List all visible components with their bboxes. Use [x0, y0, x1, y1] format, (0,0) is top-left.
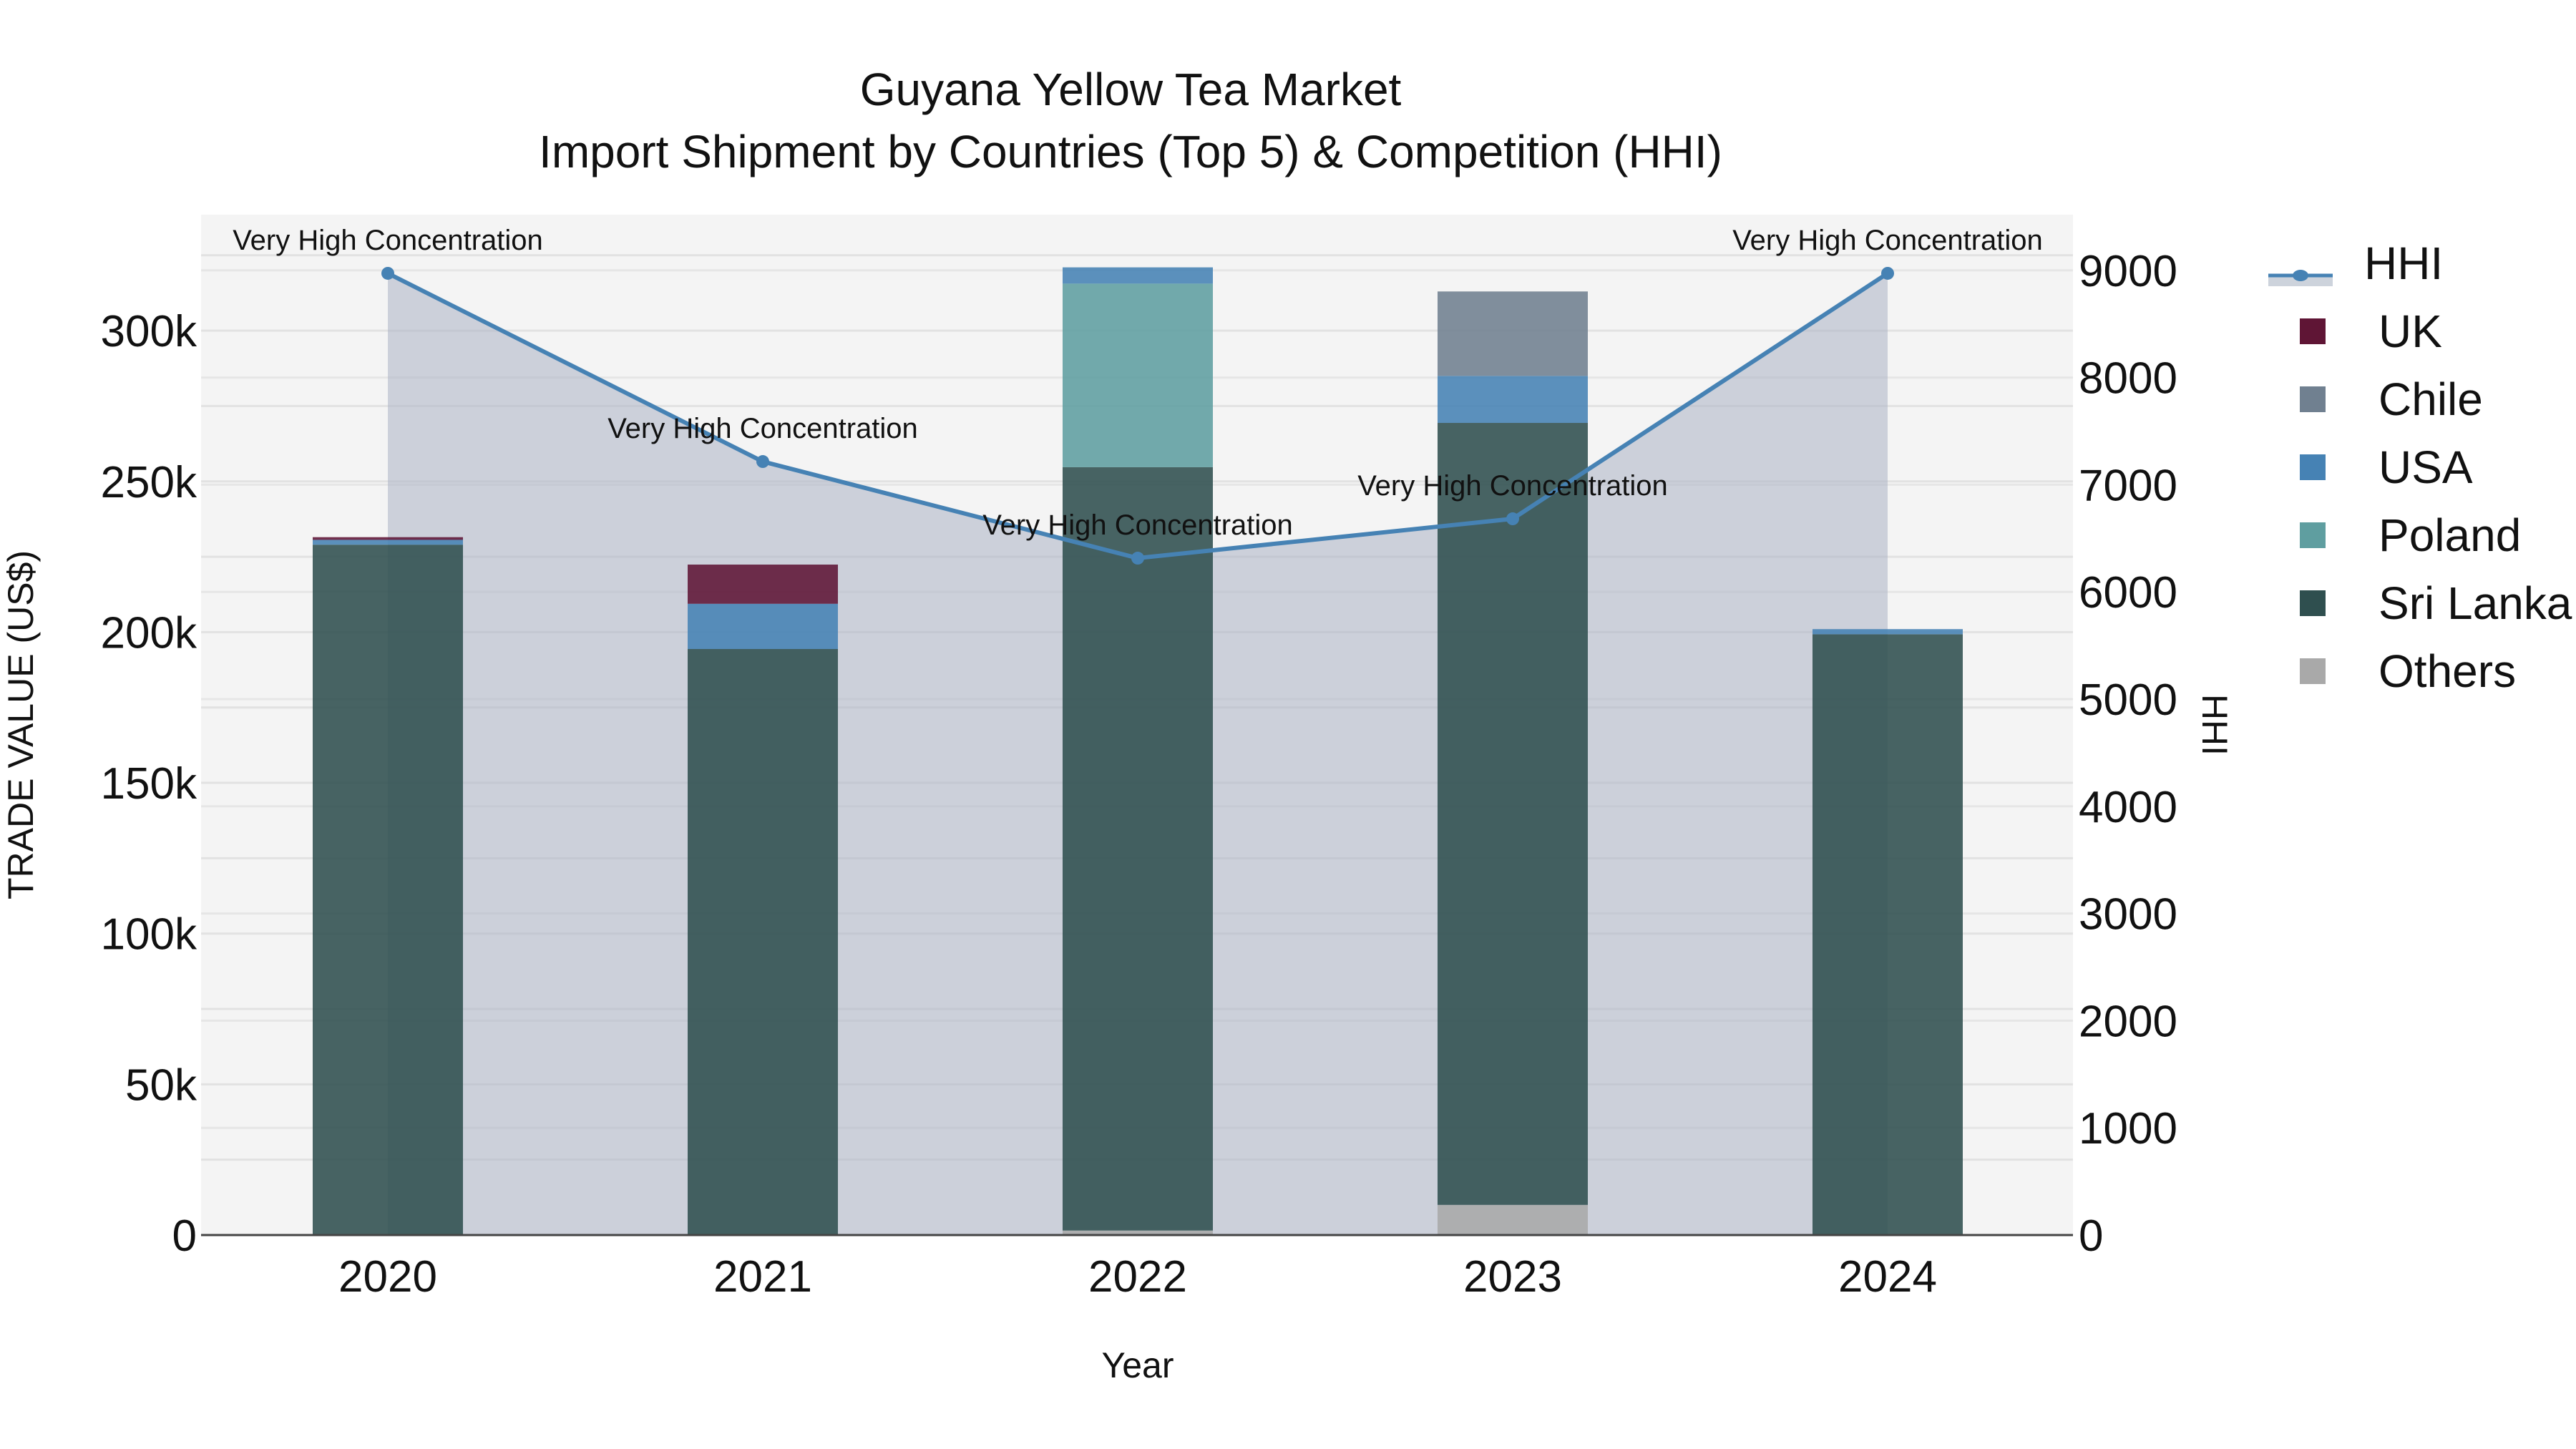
bar-others-2022	[1063, 1230, 1213, 1235]
legend-label: Others	[2379, 645, 2517, 697]
bar-usa-2021	[688, 603, 838, 649]
bar-sri-lanka-2023	[1438, 423, 1588, 1205]
hhi-marker	[1131, 552, 1144, 565]
right-tick-label: 0	[2079, 1211, 2103, 1261]
right-tick-label: 3000	[2079, 890, 2177, 940]
right-tick-label: 5000	[2079, 675, 2177, 725]
x-tick-label: 2023	[1463, 1252, 1562, 1302]
bar-uk-2020	[313, 537, 463, 540]
legend-item-poland[interactable]: Poland	[2268, 501, 2572, 569]
hhi-marker	[756, 455, 769, 469]
hhi-annotation-label: Very High Concentration	[982, 509, 1293, 541]
legend-label: USA	[2379, 441, 2473, 493]
stacked-bars	[313, 267, 1963, 1235]
right-tick-label: 8000	[2079, 354, 2177, 404]
left-tick-label: 200k	[101, 608, 197, 658]
right-tick-label: 9000	[2079, 247, 2177, 296]
color-swatch-icon	[2300, 386, 2326, 412]
legend-label: Poland	[2379, 509, 2522, 561]
bar-uk-2021	[688, 565, 838, 604]
line-marker-icon	[2268, 249, 2333, 286]
x-axis-ticks: 2020 2021 2022 2023 2024	[338, 1252, 1937, 1302]
bar-sri-lanka-2021	[688, 648, 838, 1235]
legend-item-uk[interactable]: UK	[2268, 297, 2572, 365]
hhi-line	[381, 266, 1894, 565]
x-axis-label: Year	[1101, 1345, 1174, 1385]
right-axis-ticks: 0 1000 2000 3000 4000 5000 6000 7000 8000 9000	[2079, 247, 2177, 1261]
x-tick-label: 2021	[713, 1252, 812, 1302]
hhi-marker	[381, 266, 394, 280]
right-tick-label: 6000	[2079, 568, 2177, 618]
hhi-marker	[1881, 266, 1894, 280]
hhi-annotations: Very High Concentration Very High Concent…	[233, 225, 2043, 541]
legend-label: UK	[2379, 305, 2442, 357]
color-swatch-icon	[2300, 318, 2326, 344]
hhi-annotation-label: Very High Concentration	[1732, 225, 2043, 256]
chart-subtitle: Import Shipment by Countries (Top 5) & C…	[539, 126, 1722, 177]
bar-sri-lanka-2022	[1063, 467, 1213, 1231]
legend: HHI UK Chile USA Poland Sri Lanka Others	[2268, 229, 2572, 705]
bar-usa-2020	[313, 540, 463, 545]
x-tick-label: 2024	[1838, 1252, 1937, 1302]
left-tick-label: 300k	[101, 307, 197, 356]
bar-usa-2024	[1813, 629, 1963, 635]
legend-label: Chile	[2379, 373, 2483, 425]
hhi-marker	[1506, 512, 1519, 526]
y-axis-label-right: HHI	[2195, 694, 2235, 756]
color-swatch-icon	[2300, 658, 2326, 684]
bar-sri-lanka-2024	[1813, 634, 1963, 1235]
left-tick-label: 100k	[101, 910, 197, 960]
bar-others-2023	[1438, 1204, 1588, 1235]
left-tick-label: 0	[172, 1211, 197, 1261]
chart-title: Guyana Yellow Tea Market	[859, 64, 1402, 115]
hhi-annotation-label: Very High Concentration	[233, 225, 543, 256]
y-axis-label-left: TRADE VALUE (US$)	[1, 550, 41, 899]
x-tick-label: 2022	[1088, 1252, 1187, 1302]
bar-sri-lanka-2020	[313, 545, 463, 1234]
bar-chile-2023	[1438, 291, 1588, 376]
right-tick-label: 2000	[2079, 997, 2177, 1046]
left-tick-label: 150k	[101, 759, 197, 809]
legend-item-others[interactable]: Others	[2268, 637, 2572, 705]
color-swatch-icon	[2300, 522, 2326, 548]
hhi-annotation-label: Very High Concentration	[608, 413, 918, 444]
left-tick-label: 50k	[125, 1060, 197, 1110]
color-swatch-icon	[2300, 454, 2326, 480]
right-tick-label: 4000	[2079, 783, 2177, 832]
right-tick-label: 7000	[2079, 461, 2177, 510]
legend-item-hhi[interactable]: HHI	[2268, 229, 2572, 297]
x-tick-label: 2020	[338, 1252, 437, 1302]
bar-usa-2022	[1063, 267, 1213, 284]
legend-label: Sri Lanka	[2379, 577, 2572, 629]
color-swatch-icon	[2300, 590, 2326, 616]
legend-item-sri-lanka[interactable]: Sri Lanka	[2268, 569, 2572, 637]
left-tick-label: 250k	[101, 458, 197, 507]
bar-usa-2023	[1438, 376, 1588, 424]
legend-item-usa[interactable]: USA	[2268, 433, 2572, 501]
hhi-annotation-label: Very High Concentration	[1357, 470, 1668, 502]
bar-poland-2022	[1063, 283, 1213, 467]
left-axis-ticks: 0 50k 100k 150k 200k 250k 300k	[101, 307, 197, 1261]
legend-item-chile[interactable]: Chile	[2268, 365, 2572, 433]
right-tick-label: 1000	[2079, 1104, 2177, 1153]
legend-label: HHI	[2364, 237, 2444, 289]
